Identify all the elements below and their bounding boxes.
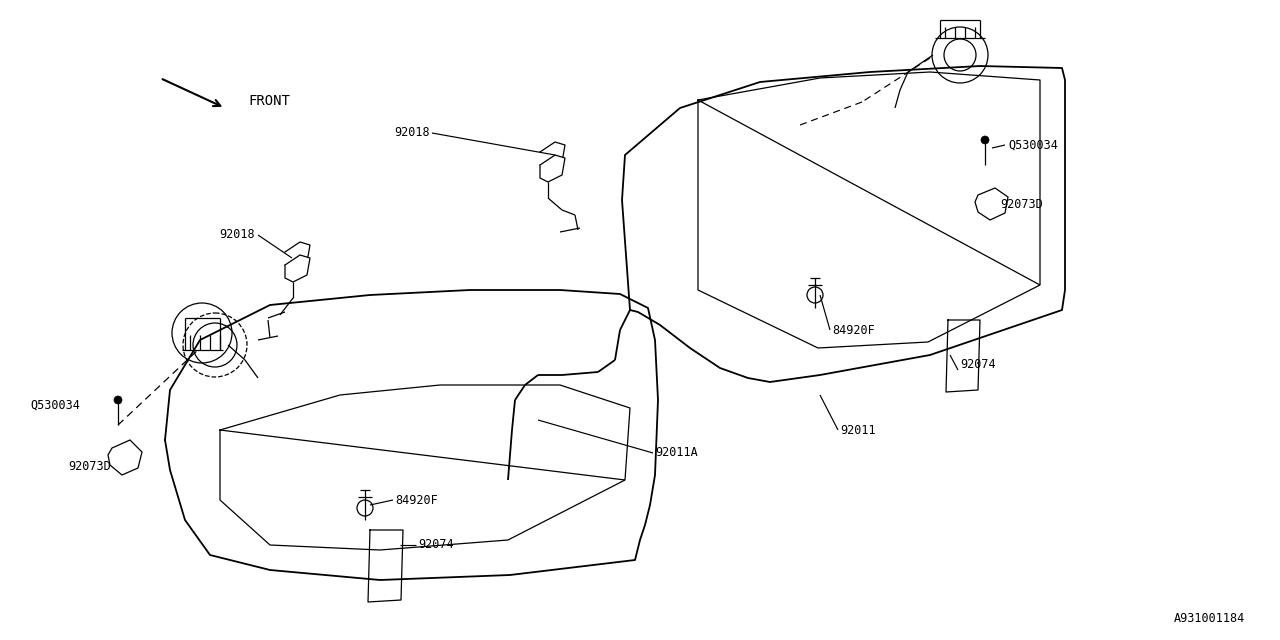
Text: Q530034: Q530034 — [1009, 138, 1057, 152]
Text: 84920F: 84920F — [832, 323, 874, 337]
Text: 92073D: 92073D — [68, 460, 111, 472]
Text: A931001184: A931001184 — [1174, 611, 1245, 625]
Polygon shape — [975, 188, 1009, 220]
Text: 84920F: 84920F — [396, 493, 438, 506]
Polygon shape — [108, 440, 142, 475]
Polygon shape — [540, 155, 564, 182]
Circle shape — [114, 396, 122, 404]
Text: 92073D: 92073D — [1000, 198, 1043, 211]
Text: 92018: 92018 — [219, 228, 255, 241]
Circle shape — [980, 136, 989, 144]
Text: 92018: 92018 — [394, 127, 430, 140]
Text: 92011A: 92011A — [655, 447, 698, 460]
Text: 92011: 92011 — [840, 424, 876, 436]
Text: 92074: 92074 — [419, 538, 453, 552]
Polygon shape — [285, 255, 310, 282]
Text: FRONT: FRONT — [248, 94, 289, 108]
Text: Q530034: Q530034 — [29, 399, 79, 412]
Text: 92074: 92074 — [960, 358, 996, 371]
